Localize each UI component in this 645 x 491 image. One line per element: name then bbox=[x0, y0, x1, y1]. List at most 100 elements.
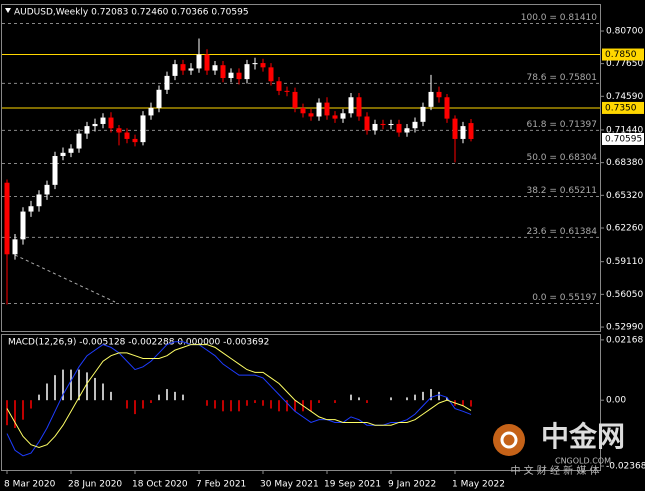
candle-body bbox=[164, 75, 170, 90]
chart-title: AUDUSD,Weekly 0.72083 0.72460 0.70366 0.… bbox=[14, 8, 249, 18]
candle-body bbox=[452, 118, 458, 139]
candle-body bbox=[140, 115, 146, 143]
candle-body bbox=[28, 206, 34, 212]
y-tick-label: 0.68380 bbox=[606, 158, 643, 168]
macd-frame bbox=[1, 334, 601, 471]
watermark-site: CNGOLD.COM bbox=[555, 457, 611, 466]
x-tick-label: 7 Feb 2021 bbox=[196, 480, 246, 490]
candle-body bbox=[300, 107, 306, 114]
candle-body bbox=[156, 89, 162, 108]
title-icon bbox=[5, 8, 11, 13]
candle-body bbox=[188, 68, 194, 71]
candle-body bbox=[436, 91, 442, 98]
candle-body bbox=[284, 90, 290, 92]
candle-body bbox=[212, 65, 218, 71]
candle-body bbox=[180, 64, 186, 71]
x-tick-label: 30 May 2021 bbox=[260, 480, 319, 490]
candle-body bbox=[172, 64, 178, 76]
candle-body bbox=[356, 97, 362, 117]
candle-body bbox=[292, 91, 298, 108]
macd-line bbox=[6, 341, 472, 457]
candle-body bbox=[380, 123, 386, 126]
candle-body bbox=[132, 138, 138, 143]
candle-body bbox=[100, 117, 106, 124]
candle-body bbox=[372, 123, 378, 131]
macd-label: MACD(12,26,9) -0.005128 -0.002288 0.0000… bbox=[8, 338, 269, 348]
candle-body bbox=[124, 132, 130, 139]
candle-body bbox=[420, 106, 426, 122]
candle-body bbox=[108, 117, 114, 129]
level-box bbox=[602, 48, 644, 61]
y-tick-label: 0.56050 bbox=[606, 290, 643, 300]
candle-body bbox=[12, 239, 18, 255]
fib-label: 78.6 = 0.75801 bbox=[526, 73, 597, 83]
candle-body bbox=[44, 184, 50, 195]
candle-body bbox=[36, 194, 42, 207]
candle-body bbox=[204, 54, 210, 71]
x-tick-label: 28 Jun 2020 bbox=[68, 480, 122, 490]
y-tick-label: 0.80700 bbox=[606, 27, 643, 37]
y-tick-label: 0.77650 bbox=[606, 59, 643, 69]
watermark-slogan: 中 文 财 经 新 媒 体 bbox=[510, 464, 599, 477]
candle-body bbox=[364, 116, 370, 131]
candle-body bbox=[260, 63, 266, 68]
candle-body bbox=[276, 81, 282, 91]
candle-body bbox=[324, 102, 330, 116]
candle-body bbox=[228, 72, 234, 79]
main-frame bbox=[1, 4, 601, 332]
y-tick-label: 0.59110 bbox=[606, 257, 643, 267]
watermark-name: 中金网 bbox=[541, 420, 625, 453]
macd-y-tick-label: 0.02168 bbox=[606, 335, 643, 345]
candle-body bbox=[316, 102, 322, 117]
y-tick-label: 0.74590 bbox=[606, 92, 643, 102]
watermark: 中金网 CNGOLD.COM 中 文 财 经 新 媒 体 bbox=[493, 420, 625, 477]
candle-body bbox=[428, 91, 434, 107]
candle-body bbox=[396, 123, 402, 133]
trend-line bbox=[14, 254, 116, 303]
x-tick-label: 9 Jan 2022 bbox=[388, 480, 436, 490]
fib-label: 0.0 = 0.55197 bbox=[532, 293, 597, 303]
x-tick-label: 19 Sep 2021 bbox=[324, 480, 381, 490]
macd-line bbox=[6, 344, 472, 449]
candle-body bbox=[4, 182, 10, 255]
x-tick-label: 1 May 2022 bbox=[452, 480, 505, 490]
candle-body bbox=[308, 113, 314, 117]
fib-label: 23.6 = 0.61384 bbox=[526, 227, 597, 237]
candle-body bbox=[116, 128, 122, 133]
candle-body bbox=[252, 63, 258, 65]
candle-body bbox=[244, 64, 250, 80]
candle-body bbox=[60, 152, 66, 157]
fib-label: 61.8 = 0.71397 bbox=[526, 120, 597, 130]
candle-body bbox=[460, 126, 466, 139]
candle-body bbox=[444, 97, 450, 119]
candle-body bbox=[196, 54, 202, 69]
level-box bbox=[602, 101, 644, 114]
fib-label: 38.2 = 0.65211 bbox=[526, 186, 597, 196]
candle-body bbox=[340, 113, 346, 119]
current-price-label: 0.70595 bbox=[605, 134, 642, 144]
x-tick-label: 18 Oct 2020 bbox=[132, 480, 188, 490]
candle-body bbox=[220, 65, 226, 79]
watermark-logo-mark bbox=[500, 431, 518, 449]
watermark-logo bbox=[493, 424, 525, 456]
level-label: 0.7350 bbox=[605, 103, 637, 113]
candle-body bbox=[388, 123, 394, 126]
level-label: 0.7850 bbox=[605, 50, 637, 60]
macd-y-tick-label: 0.00 bbox=[606, 396, 626, 406]
candle-body bbox=[92, 123, 98, 127]
candle-body bbox=[268, 67, 274, 82]
candle-body bbox=[20, 211, 26, 240]
candle-body bbox=[84, 126, 90, 134]
candle-body bbox=[332, 115, 338, 119]
candle-body bbox=[52, 156, 58, 185]
fib-label: 100.0 = 0.81410 bbox=[521, 13, 598, 23]
candle-body bbox=[236, 72, 242, 80]
candle-body bbox=[76, 133, 82, 149]
current-price-box bbox=[602, 132, 644, 145]
candle-body bbox=[404, 128, 410, 133]
x-tick-label: 8 Mar 2020 bbox=[4, 480, 56, 490]
candle-body bbox=[412, 121, 418, 129]
candle-body bbox=[68, 148, 74, 153]
